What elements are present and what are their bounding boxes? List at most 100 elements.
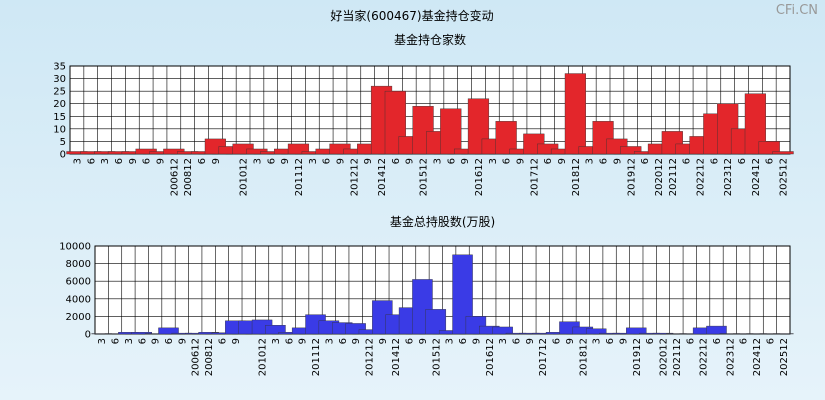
y-tick-label: 15 — [53, 112, 66, 123]
x-tick-label: 6 — [322, 158, 333, 164]
y-tick-label: 30 — [53, 74, 66, 85]
x-tick-label: 202512 — [779, 158, 790, 196]
chart-title: 基金总持股数(万股) — [390, 214, 495, 229]
x-tick-label: 9 — [525, 338, 536, 344]
x-tick-label: 201612 — [485, 338, 496, 376]
y-tick-label: 5 — [60, 137, 66, 148]
x-tick-label: 202112 — [672, 338, 683, 376]
x-tick-label: 3 — [324, 338, 335, 344]
x-tick-label: 6 — [543, 158, 554, 164]
x-tick-label: 200812 — [183, 158, 194, 196]
x-tick-label: 3 — [445, 338, 456, 344]
x-tick-label: 3 — [271, 338, 282, 344]
bar — [265, 325, 286, 335]
x-tick-label: 9 — [418, 338, 429, 344]
x-tick-label: 3 — [97, 338, 108, 344]
x-tick-label: 201612 — [474, 158, 485, 196]
x-tick-label: 3 — [498, 338, 509, 344]
x-tick-label: 6 — [682, 158, 693, 164]
x-tick-label: 9 — [516, 158, 527, 164]
x-tick-label: 202212 — [699, 338, 710, 376]
x-tick-label: 6 — [86, 158, 97, 164]
x-tick-label: 3 — [252, 158, 263, 164]
y-tick-label: 8000 — [66, 259, 91, 270]
x-tick-label: 9 — [156, 158, 167, 164]
x-tick-label: 9 — [471, 338, 482, 344]
x-tick-label: 3 — [592, 338, 603, 344]
bar — [772, 151, 794, 155]
x-tick-label: 9 — [460, 158, 471, 164]
x-tick-label: 9 — [565, 338, 576, 344]
x-tick-label: 6 — [405, 338, 416, 344]
x-tick-label: 202212 — [696, 158, 707, 196]
x-tick-label: 201212 — [349, 158, 360, 196]
bar — [744, 93, 766, 155]
x-tick-label: 201412 — [377, 158, 388, 196]
x-tick-label: 201712 — [529, 158, 540, 196]
y-tick-label: 6000 — [66, 277, 91, 288]
x-tick-label: 3 — [432, 158, 443, 164]
x-tick-label: 200812 — [204, 338, 215, 376]
x-tick-label: 9 — [177, 338, 188, 344]
x-tick-label: 6 — [599, 158, 610, 164]
x-tick-label: 201512 — [431, 338, 442, 376]
x-tick-label: 202012 — [654, 158, 665, 196]
bar — [620, 146, 642, 155]
x-tick-label: 201912 — [626, 158, 637, 196]
x-tick-label: 9 — [280, 158, 291, 164]
bar — [758, 141, 780, 155]
x-tick-label: 202012 — [659, 338, 670, 376]
x-tick-label: 6 — [512, 338, 523, 344]
bar — [626, 327, 647, 335]
y-tick-label: 10000 — [59, 242, 91, 253]
x-tick-label: 6 — [266, 158, 277, 164]
x-tick-label: 201812 — [571, 158, 582, 196]
bar — [492, 326, 513, 335]
watermark: CFi.CN — [776, 3, 818, 18]
y-tick-label: 4000 — [66, 294, 91, 305]
bar — [158, 327, 179, 335]
x-tick-label: 6 — [446, 158, 457, 164]
x-tick-label: 6 — [502, 158, 513, 164]
x-tick-label: 201512 — [419, 158, 430, 196]
x-tick-label: 6 — [391, 158, 402, 164]
bar — [585, 328, 607, 335]
y-tick-label: 10 — [53, 124, 66, 135]
x-tick-label: 3 — [488, 158, 499, 164]
x-tick-label: 6 — [114, 158, 125, 164]
x-tick-label: 202312 — [723, 158, 734, 196]
y-tick-label: 0 — [60, 150, 66, 161]
x-tick-label: 6 — [640, 158, 651, 164]
x-tick-label: 202112 — [668, 158, 679, 196]
x-tick-label: 6 — [338, 338, 349, 344]
x-tick-label: 6 — [645, 338, 656, 344]
x-tick-label: 200612 — [169, 158, 180, 196]
x-tick-label: 6 — [142, 158, 153, 164]
x-tick-label: 9 — [351, 338, 362, 344]
x-tick-label: 9 — [557, 158, 568, 164]
x-tick-label: 202312 — [725, 338, 736, 376]
x-tick-label: 201112 — [294, 158, 305, 196]
x-tick-label: 9 — [128, 158, 139, 164]
bar — [287, 143, 310, 155]
x-tick-label: 6 — [111, 338, 122, 344]
x-tick-label: 6 — [765, 338, 776, 344]
x-tick-label: 201812 — [578, 338, 589, 376]
x-tick-label: 9 — [378, 338, 389, 344]
x-tick-label: 6 — [709, 158, 720, 164]
x-tick-label: 3 — [308, 158, 319, 164]
x-tick-label: 9 — [211, 158, 222, 164]
bar — [131, 332, 153, 335]
x-tick-label: 6 — [685, 338, 696, 344]
x-tick-label: 6 — [217, 338, 228, 344]
x-tick-label: 3 — [585, 158, 596, 164]
x-tick-label: 9 — [612, 158, 623, 164]
x-tick-label: 201012 — [239, 158, 250, 196]
x-tick-label: 6 — [284, 338, 295, 344]
x-tick-label: 6 — [197, 158, 208, 164]
x-tick-label: 202512 — [779, 338, 790, 376]
x-tick-label: 6 — [458, 338, 469, 344]
bar — [425, 309, 447, 335]
bar — [345, 323, 366, 335]
